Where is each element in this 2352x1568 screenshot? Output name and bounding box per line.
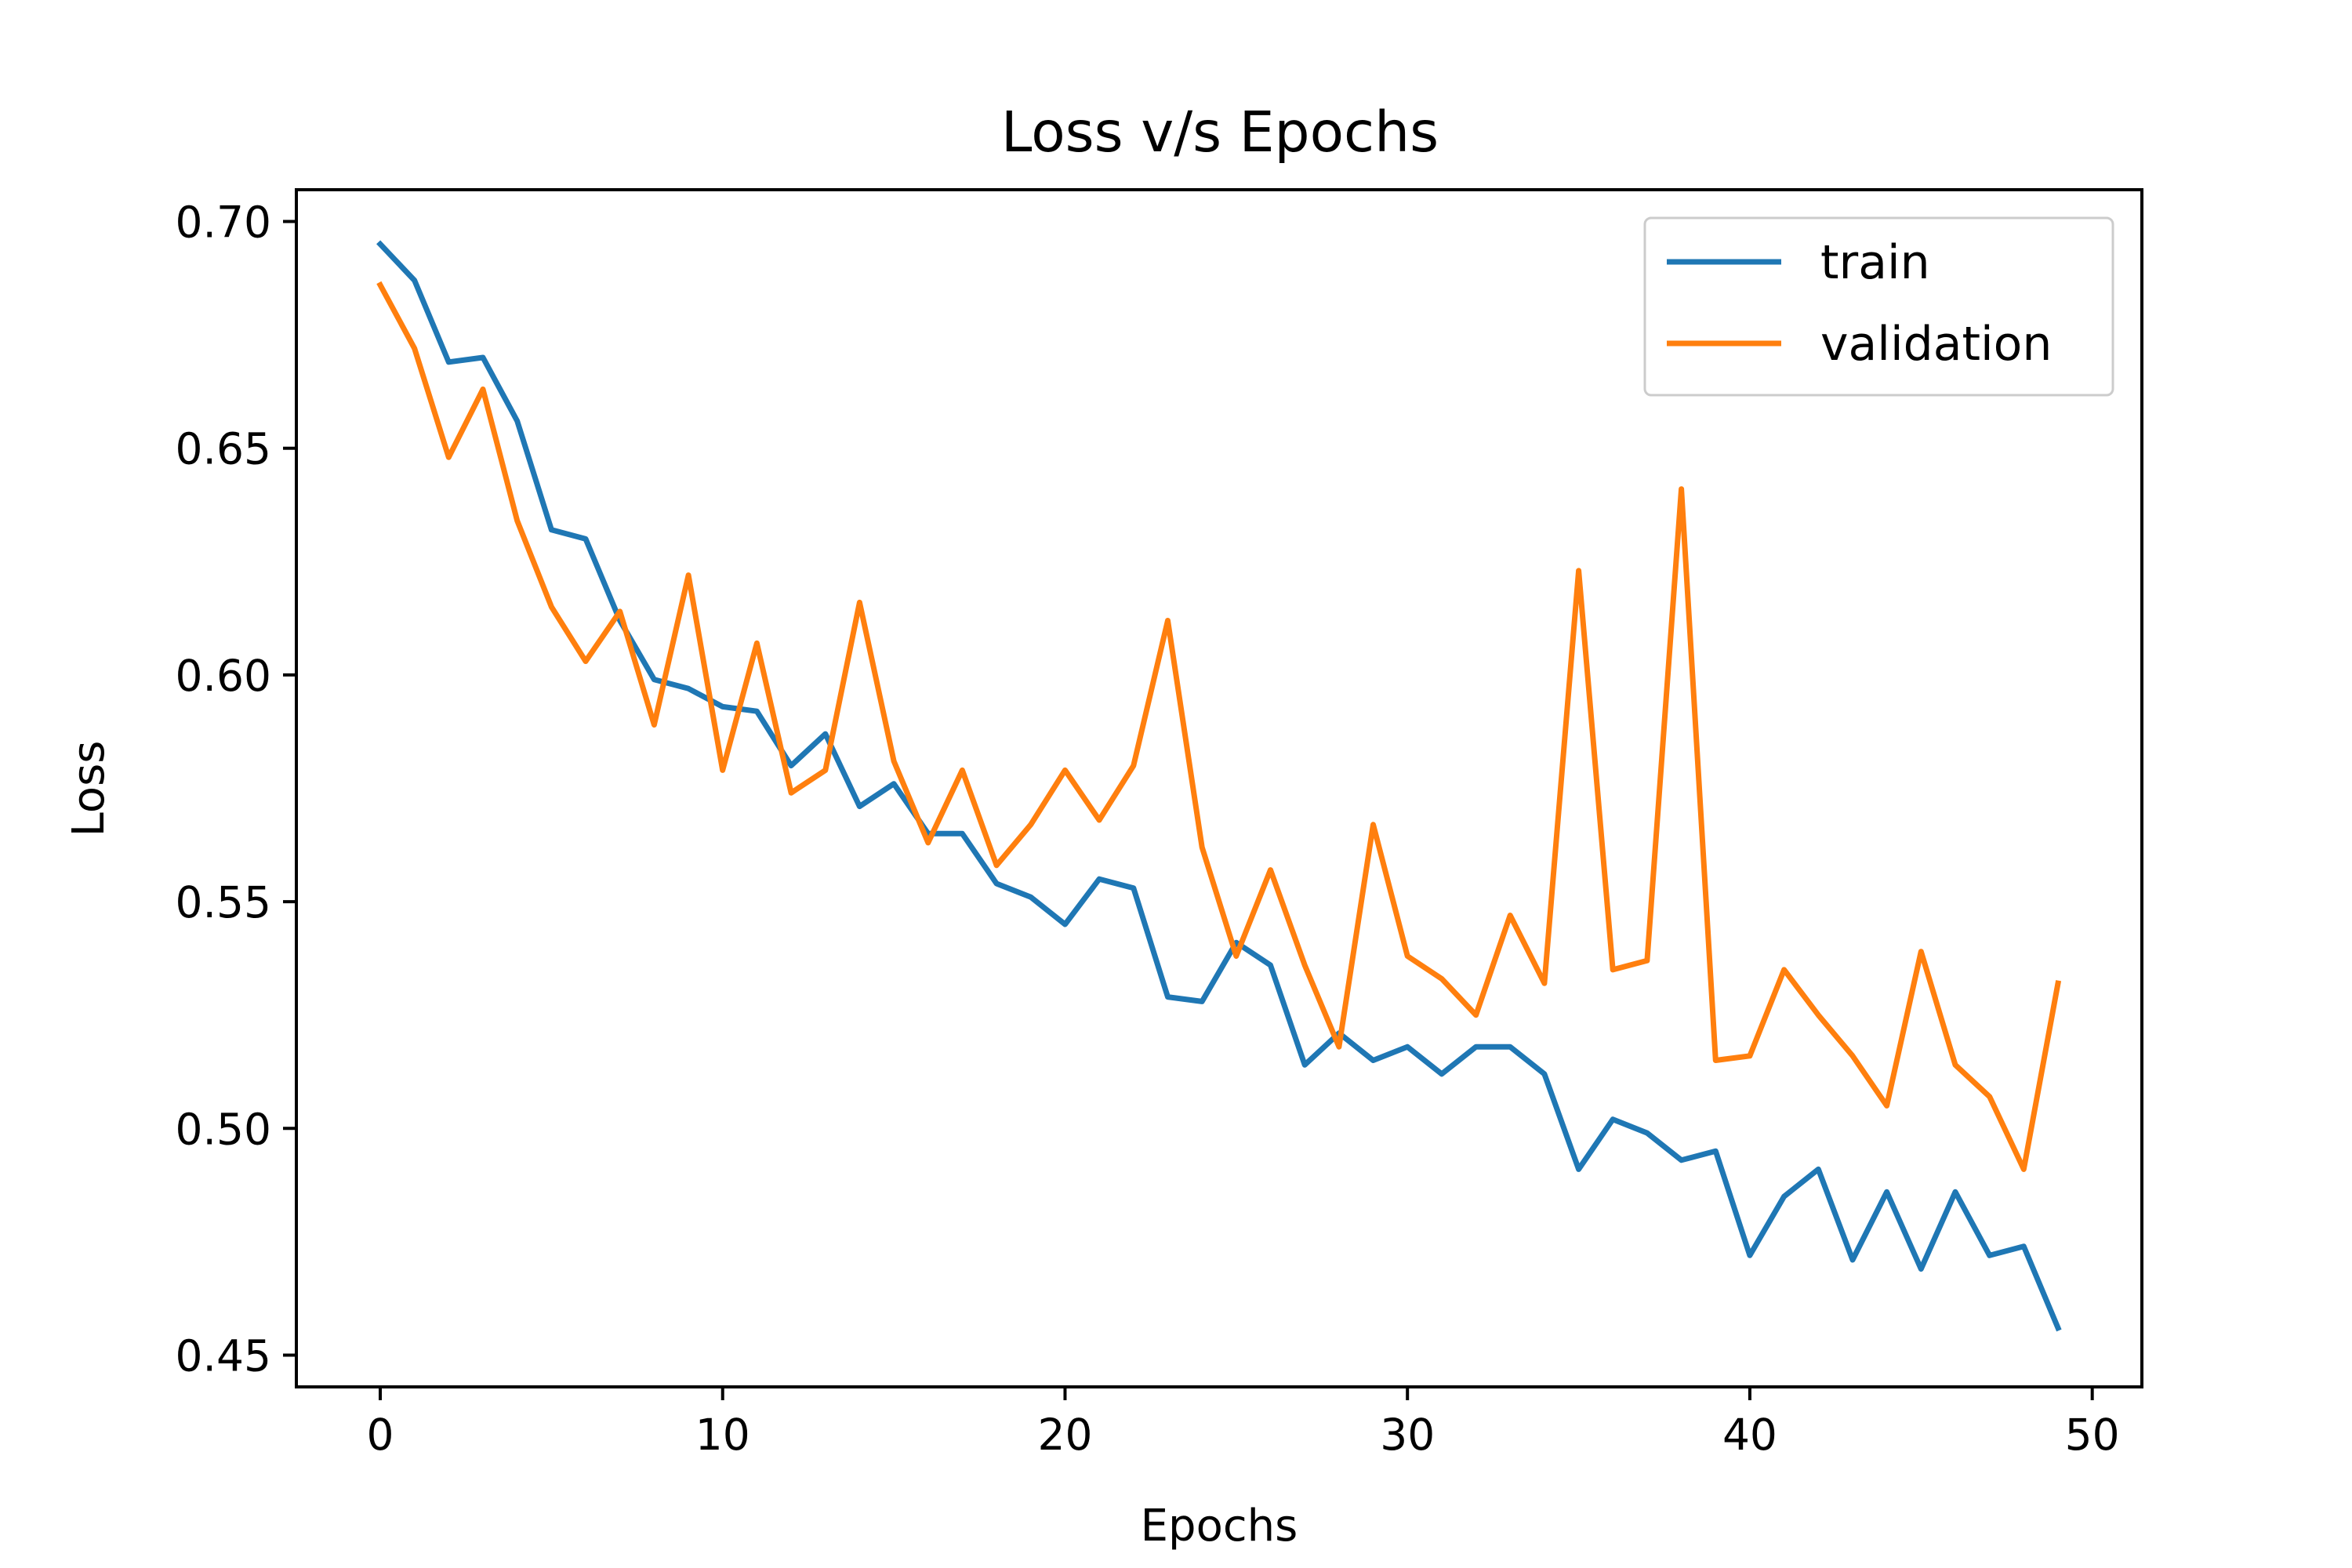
x-tick-label: 10 bbox=[695, 1410, 750, 1460]
legend: train validation bbox=[1643, 216, 2114, 397]
series-line-validation bbox=[376, 281, 2062, 1172]
x-tick-label: 20 bbox=[1037, 1410, 1092, 1460]
x-tick-label: 50 bbox=[2065, 1410, 2120, 1460]
series-layer bbox=[376, 240, 2062, 1332]
legend-label-validation: validation bbox=[1820, 317, 2052, 372]
y-tick-label: 0.70 bbox=[176, 197, 271, 247]
y-axis-ticks: 0.45 0.50 0.55 0.60 0.65 0.70 bbox=[176, 197, 296, 1381]
x-tick-label: 40 bbox=[1722, 1410, 1777, 1460]
y-tick-label: 0.65 bbox=[176, 424, 271, 474]
series-line-train bbox=[376, 240, 2062, 1332]
legend-label-train: train bbox=[1820, 235, 1930, 290]
plot-frame bbox=[295, 188, 2143, 1388]
x-axis-ticks: 0 10 20 30 40 50 bbox=[367, 1387, 2120, 1460]
chart-title: Loss v/s Epochs bbox=[1001, 100, 1439, 165]
y-tick-label: 0.50 bbox=[176, 1104, 271, 1154]
y-tick-label: 0.60 bbox=[176, 651, 271, 701]
x-tick-label: 0 bbox=[367, 1410, 394, 1460]
y-tick-label: 0.55 bbox=[176, 877, 271, 927]
y-axis-label: Loss bbox=[64, 741, 114, 837]
y-tick-label: 0.45 bbox=[176, 1331, 271, 1381]
x-axis-label: Epochs bbox=[1141, 1501, 1298, 1552]
x-tick-label: 30 bbox=[1380, 1410, 1435, 1460]
